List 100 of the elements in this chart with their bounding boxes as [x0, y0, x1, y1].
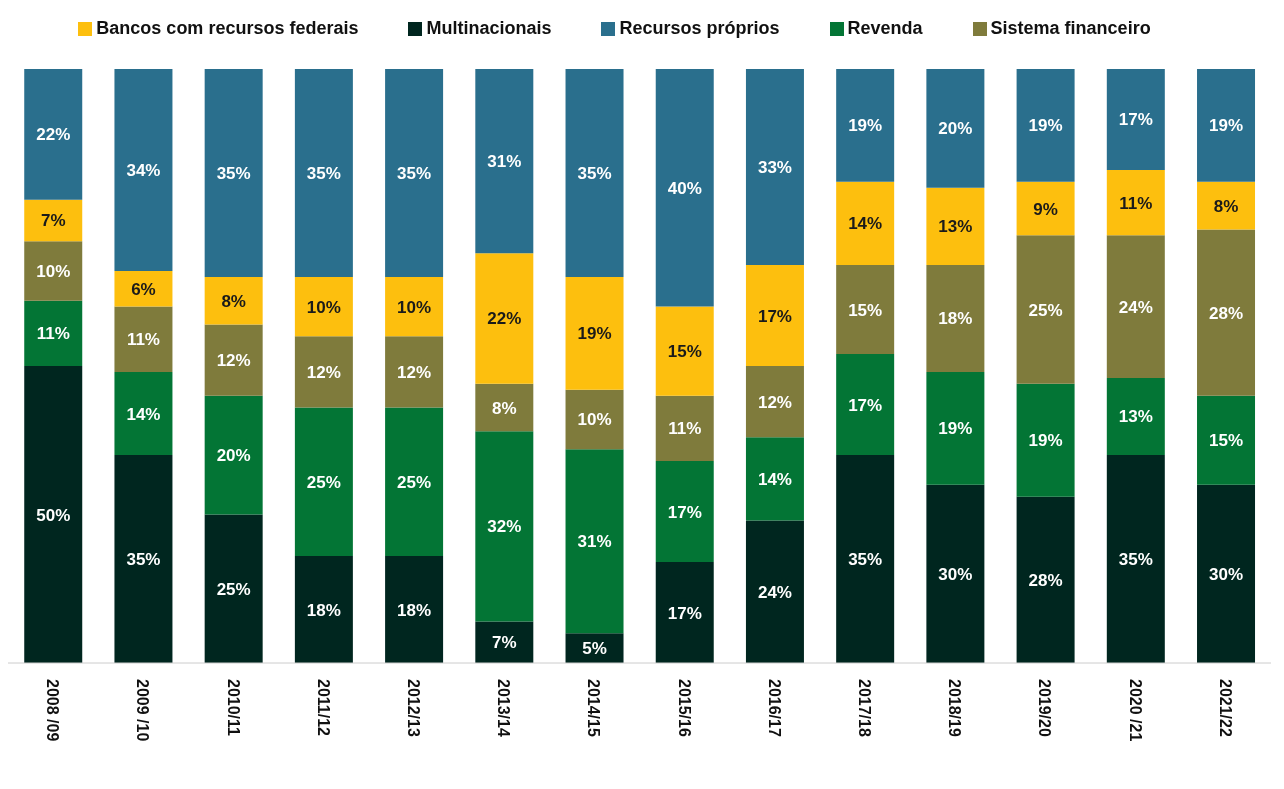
x-tick-label: 2012/13 [404, 679, 422, 737]
data-label: 17% [667, 603, 702, 623]
bar [294, 69, 353, 277]
legend-label: Sistema financeiro [990, 18, 1151, 38]
bar [836, 354, 895, 456]
bar [1016, 69, 1075, 182]
data-label: 19% [1028, 116, 1063, 136]
data-label: 8% [492, 398, 517, 418]
bar [655, 306, 714, 396]
data-label: 30% [1209, 564, 1244, 584]
data-label: 25% [1028, 300, 1063, 320]
bar [24, 366, 83, 663]
data-label: 12% [757, 392, 792, 412]
data-label: 11% [668, 419, 702, 439]
data-label: 25% [306, 472, 341, 492]
bar [24, 69, 83, 200]
x-tick-label: 2019/20 [1036, 679, 1054, 737]
x-tick-label: 2020 /21 [1126, 679, 1144, 742]
bar [926, 371, 985, 485]
data-label: 14% [757, 469, 792, 489]
bar [926, 265, 985, 372]
data-label: 8% [221, 291, 246, 311]
data-label: 15% [1209, 431, 1244, 451]
bar [475, 621, 534, 663]
bar [655, 461, 714, 563]
data-label: 20% [938, 119, 973, 139]
data-label: 25% [397, 472, 432, 492]
data-label: 30% [938, 564, 973, 584]
bar [836, 265, 895, 355]
bar [204, 324, 263, 396]
bar [475, 431, 534, 622]
data-label: 11% [36, 324, 70, 344]
data-label: 15% [667, 342, 702, 362]
bar [1197, 229, 1256, 396]
data-label: 10% [306, 297, 341, 317]
data-label: 18% [397, 600, 432, 620]
bar [565, 276, 624, 390]
data-label: 8% [1213, 196, 1239, 216]
bar [294, 276, 353, 337]
bar [204, 69, 263, 277]
bar [926, 187, 985, 266]
x-tick-label: 2013/14 [495, 679, 513, 737]
data-label: 10% [397, 297, 432, 317]
data-label: 17% [667, 502, 702, 522]
data-label: 13% [1118, 407, 1153, 427]
bar [385, 407, 444, 557]
bar [565, 69, 624, 277]
bar [1016, 496, 1075, 663]
bar [114, 69, 173, 271]
bar [655, 69, 714, 307]
bar [655, 562, 714, 663]
bar [1197, 395, 1256, 485]
data-label: 11% [1119, 193, 1153, 213]
bar [745, 437, 804, 521]
bar [385, 69, 444, 277]
bar [1197, 69, 1256, 182]
x-tick-label: 2017/18 [856, 679, 874, 737]
data-label: 35% [1118, 550, 1153, 570]
data-label: 12% [216, 351, 251, 371]
data-label: 9% [1033, 199, 1058, 219]
bar [294, 556, 353, 663]
x-tick-label: 2014/15 [585, 679, 603, 737]
bar [385, 336, 444, 408]
data-label: 33% [757, 158, 792, 178]
x-tick-label: 2008 /09 [44, 679, 62, 742]
bar [24, 199, 83, 242]
bar [1106, 455, 1165, 663]
data-label: 12% [306, 362, 341, 382]
data-label: 28% [1209, 303, 1244, 323]
data-label: 20% [216, 446, 251, 466]
bar [204, 514, 263, 663]
bar [24, 300, 83, 366]
bar [114, 371, 173, 456]
bar [836, 455, 895, 663]
bar [655, 395, 714, 462]
bar [565, 389, 624, 450]
data-label: 35% [306, 163, 341, 183]
data-label: 10% [577, 410, 612, 430]
data-label: 7% [492, 633, 517, 653]
data-label: 34% [126, 160, 161, 180]
data-label: 35% [397, 163, 432, 183]
bar [114, 270, 173, 307]
data-label: 11% [126, 330, 160, 350]
bar [745, 265, 804, 366]
bar [565, 449, 624, 634]
data-label: 15% [848, 300, 883, 320]
bar [114, 455, 173, 663]
data-label: 19% [848, 116, 883, 136]
data-label: 24% [1118, 297, 1153, 317]
data-label: 25% [216, 579, 251, 599]
data-label: 18% [938, 309, 973, 329]
data-label: 24% [757, 582, 792, 602]
data-label: 35% [126, 550, 161, 570]
x-tick-label: 2018/19 [946, 679, 964, 737]
x-tick-label: 2016/17 [765, 679, 783, 737]
bar [475, 69, 534, 254]
bar [1106, 235, 1165, 378]
bar [745, 520, 804, 663]
legend-label: Multinacionais [426, 18, 552, 38]
bar [926, 484, 985, 663]
